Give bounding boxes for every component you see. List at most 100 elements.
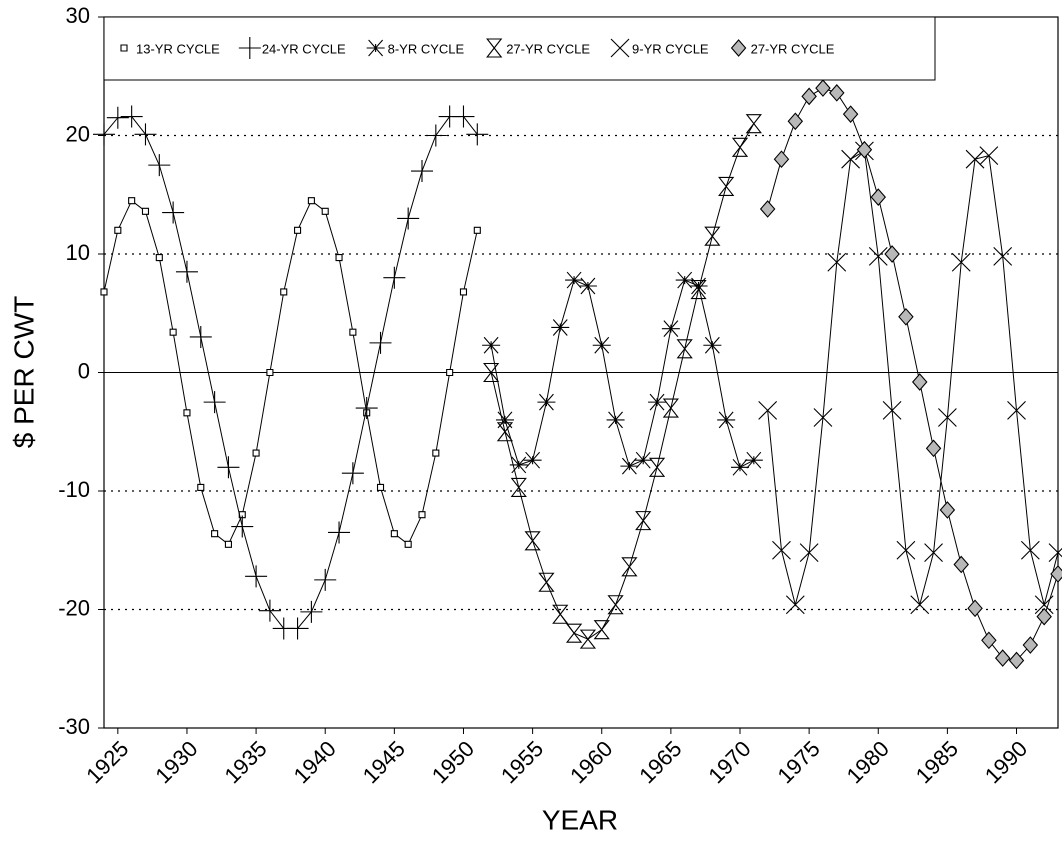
marker [882, 401, 902, 420]
y-tick-label: -20 [58, 595, 90, 620]
x-tick-label: 1975 [772, 736, 824, 788]
marker [286, 617, 309, 640]
marker [967, 599, 983, 618]
marker [787, 112, 804, 131]
marker [1050, 565, 1062, 583]
marker [842, 105, 859, 124]
x-tick-label: 1965 [634, 736, 686, 788]
marker [856, 140, 873, 159]
marker [870, 188, 886, 206]
legend-label: 8-YR CYCLE [388, 41, 465, 56]
marker [552, 604, 569, 624]
marker [452, 105, 475, 128]
marker [953, 555, 969, 574]
marker [482, 336, 501, 354]
marker [676, 339, 693, 359]
marker [120, 105, 143, 128]
marker [355, 397, 378, 420]
marker [495, 411, 514, 429]
marker [383, 266, 406, 289]
x-tick-label: 1940 [289, 736, 341, 788]
marker [175, 260, 198, 283]
marker [335, 254, 343, 262]
marker [718, 176, 735, 197]
marker [224, 540, 232, 548]
marker [565, 271, 584, 289]
y-tick-label: 0 [78, 358, 90, 383]
x-axis-title: YEAR [542, 804, 618, 835]
marker [965, 149, 985, 169]
marker [245, 565, 268, 588]
marker [759, 200, 776, 218]
marker [424, 124, 447, 147]
marker [675, 271, 694, 289]
marker [197, 483, 205, 491]
marker [689, 277, 708, 295]
marker [773, 150, 790, 169]
marker [483, 362, 500, 383]
marker [120, 44, 128, 52]
marker [758, 401, 778, 420]
marker [169, 328, 177, 336]
marker [300, 600, 323, 623]
series-line [767, 87, 1059, 661]
marker [799, 543, 819, 563]
marker [148, 154, 171, 177]
series-line [767, 150, 1059, 607]
marker [486, 38, 503, 58]
marker [868, 246, 888, 266]
legend-label: 9-YR CYCLE [632, 41, 709, 56]
marker [524, 531, 541, 551]
marker [731, 137, 749, 157]
marker [896, 540, 916, 560]
marker [183, 409, 191, 417]
marker [537, 393, 556, 411]
x-tick-label: 1960 [565, 736, 617, 788]
marker [155, 254, 163, 262]
marker [898, 307, 914, 326]
marker [307, 197, 315, 205]
x-tick-label: 1925 [81, 736, 133, 788]
x-tick-label: 1955 [496, 736, 548, 788]
marker [238, 37, 261, 59]
marker [1048, 543, 1062, 563]
marker [745, 114, 762, 134]
x-tick-label: 1950 [427, 736, 479, 788]
marker [606, 411, 625, 429]
marker [829, 84, 845, 102]
marker [662, 398, 679, 418]
marker [717, 411, 736, 429]
series-line [490, 279, 755, 469]
marker [328, 521, 351, 544]
marker [841, 149, 860, 169]
marker [280, 288, 288, 296]
marker [189, 325, 212, 348]
marker [607, 595, 624, 615]
marker [523, 451, 542, 469]
marker [634, 451, 653, 469]
x-tick-label: 1990 [980, 736, 1032, 788]
marker [258, 599, 281, 622]
marker [827, 252, 847, 272]
marker [134, 123, 157, 146]
series-line [103, 199, 478, 546]
marker [376, 483, 385, 491]
y-tick-label: 10 [66, 240, 90, 265]
marker [813, 408, 833, 427]
marker [579, 629, 597, 649]
marker [1022, 636, 1039, 654]
x-tick-label: 1970 [703, 736, 755, 788]
marker [635, 511, 652, 531]
marker [466, 123, 489, 146]
legend-label: 27-YR CYCLE [506, 41, 590, 56]
marker [93, 123, 115, 146]
marker [801, 87, 817, 106]
marker [815, 79, 831, 97]
marker [730, 39, 747, 57]
marker [785, 595, 805, 615]
marker [390, 530, 398, 538]
marker [939, 501, 956, 519]
marker [744, 451, 763, 469]
marker [473, 226, 481, 234]
